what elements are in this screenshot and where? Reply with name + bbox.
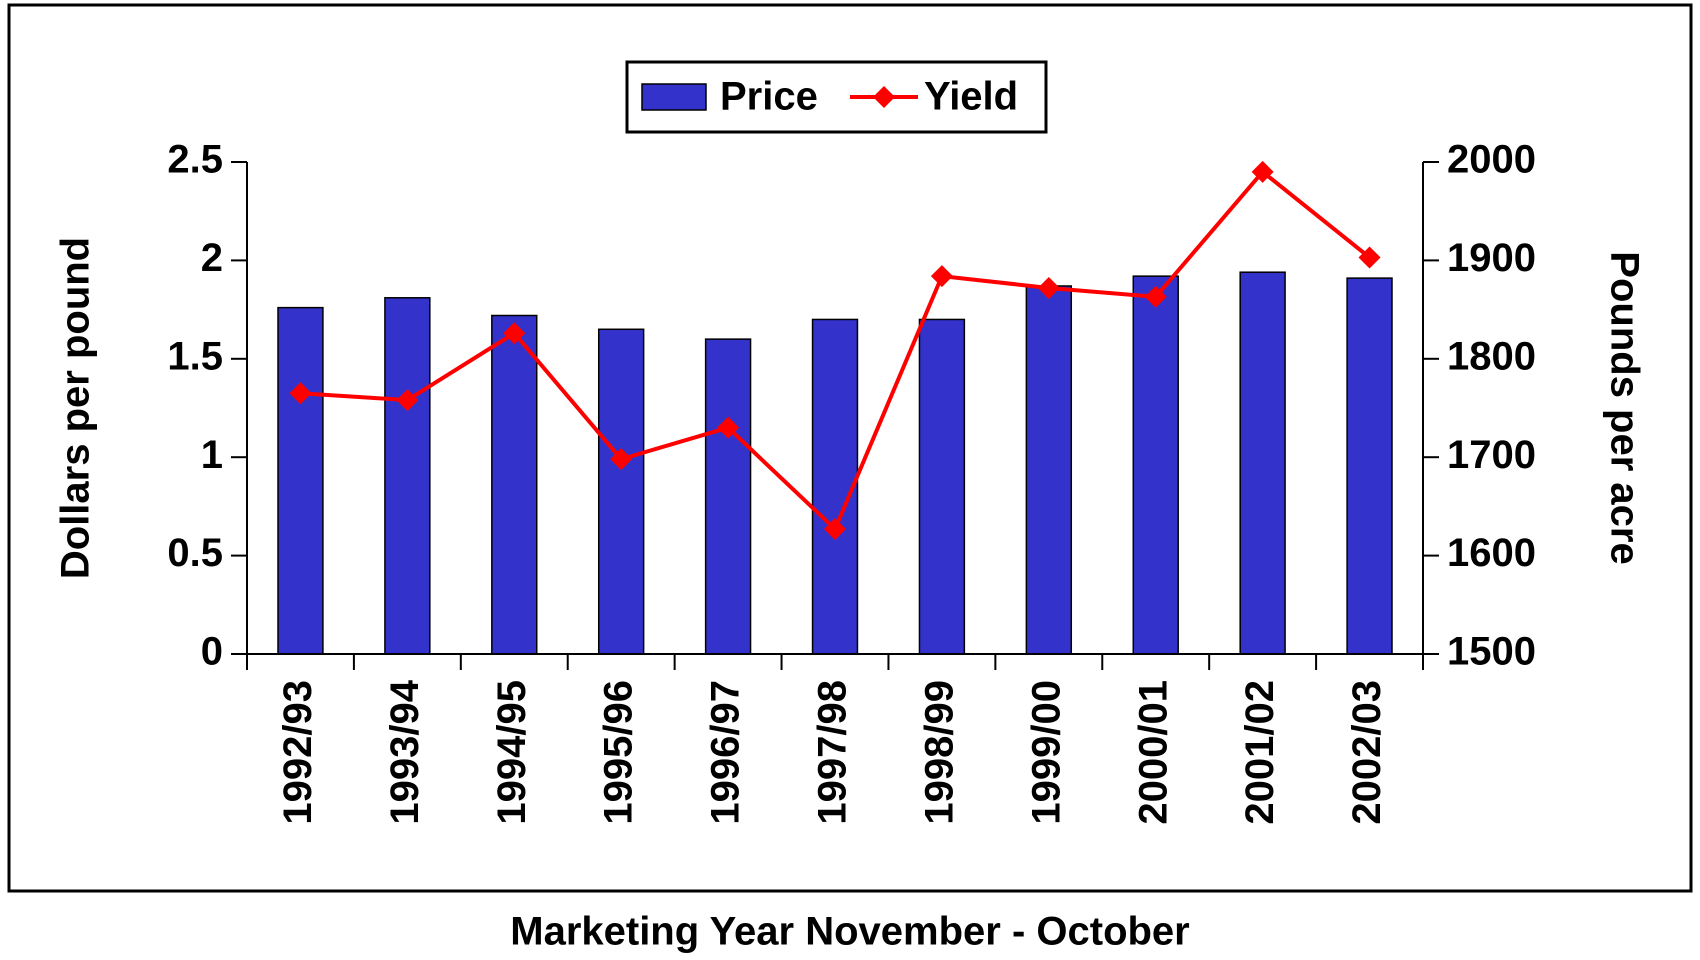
marker: [930, 265, 953, 288]
bar: [1132, 275, 1179, 655]
y2-tick-label: 1500: [1447, 630, 1536, 674]
x-tick-label: 1993/94: [383, 679, 427, 824]
y-tick-label: 2: [201, 236, 223, 280]
bar: [491, 314, 538, 655]
x-tick-label: 1996/97: [704, 680, 748, 825]
bar: [1239, 271, 1286, 655]
y-tick-label: 0.5: [167, 531, 223, 575]
y2-tick-label: 1900: [1447, 236, 1536, 280]
y-tick-label: 0: [201, 630, 223, 674]
x-tick-label: 2002/03: [1345, 680, 1389, 825]
bar: [384, 297, 431, 655]
bar: [1025, 285, 1073, 655]
y-tick-label: 1.5: [167, 334, 223, 378]
x-tick-label: 2000/01: [1131, 680, 1175, 825]
x-tick-label: 1999/00: [1024, 680, 1068, 825]
y2-tick-label: 1600: [1447, 531, 1536, 575]
x-tick-label: 1997/98: [811, 680, 855, 825]
marker: [610, 448, 633, 471]
legend-label: Price: [720, 75, 818, 119]
bar: [704, 338, 752, 655]
y2-tick-label: 2000: [1447, 138, 1536, 182]
y2-axis-title: Pounds per acre: [1602, 251, 1646, 564]
y-tick-label: 1: [201, 433, 223, 477]
y-tick-label: 2.5: [167, 138, 223, 182]
legend-marker: [873, 86, 895, 108]
marker: [289, 382, 312, 405]
x-tick-label: 1995/96: [597, 680, 641, 825]
marker: [824, 518, 846, 541]
legend-swatch: [641, 83, 707, 111]
marker: [396, 389, 419, 412]
legend-label: Yield: [924, 75, 1018, 119]
y2-tick-label: 1700: [1447, 433, 1536, 477]
marker: [1358, 246, 1381, 269]
marker: [503, 322, 526, 345]
bar: [811, 318, 859, 655]
bar: [1346, 277, 1393, 655]
marker: [717, 416, 740, 439]
x-tick-label: 2001/02: [1238, 680, 1282, 825]
x-tick-label: 1998/99: [917, 680, 961, 825]
bar: [918, 318, 966, 655]
marker: [1251, 160, 1274, 183]
y-axis-title: Dollars per pound: [54, 237, 98, 579]
bar: [277, 306, 324, 655]
x-tick-label: 1992/93: [276, 680, 320, 825]
marker: [1037, 276, 1060, 299]
bar: [597, 328, 645, 655]
y2-tick-label: 1800: [1447, 334, 1536, 378]
x-tick-label: 1994/95: [490, 680, 534, 825]
x-axis-title: Marketing Year November - October: [510, 910, 1190, 954]
marker: [1144, 285, 1167, 308]
